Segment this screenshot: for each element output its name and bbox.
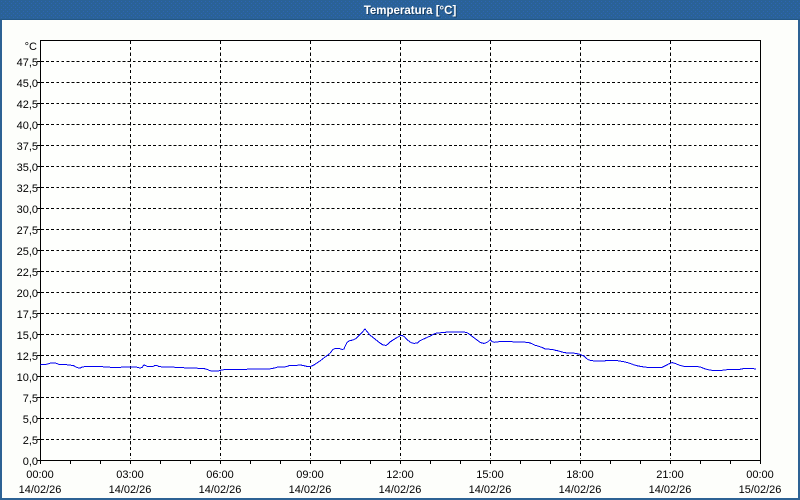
svg-text:14/02/26: 14/02/26 [649, 484, 692, 496]
svg-text:14/02/26: 14/02/26 [559, 484, 602, 496]
svg-text:42,5: 42,5 [17, 99, 38, 111]
svg-text:15:00: 15:00 [476, 469, 504, 481]
svg-text:12,5: 12,5 [17, 351, 38, 363]
svg-text:Temperatura [°C]: Temperatura [°C] [365, 6, 458, 18]
svg-text:06:00: 06:00 [206, 469, 234, 481]
svg-text:°C: °C [25, 41, 37, 53]
svg-text:03:00: 03:00 [116, 469, 144, 481]
svg-text:15,0: 15,0 [17, 330, 38, 342]
svg-text:14/02/26: 14/02/26 [109, 484, 152, 496]
svg-text:37,5: 37,5 [17, 141, 38, 153]
svg-text:15/02/26: 15/02/26 [739, 484, 782, 496]
svg-text:45,0: 45,0 [17, 78, 38, 90]
svg-text:18:00: 18:00 [566, 469, 594, 481]
svg-text:22,5: 22,5 [17, 267, 38, 279]
svg-text:00:00: 00:00 [26, 469, 54, 481]
svg-text:32,5: 32,5 [17, 183, 38, 195]
svg-text:20,0: 20,0 [17, 288, 38, 300]
svg-text:25,0: 25,0 [17, 246, 38, 258]
svg-text:47,5: 47,5 [17, 57, 38, 69]
svg-text:5,0: 5,0 [23, 414, 38, 426]
svg-text:2,5: 2,5 [23, 435, 38, 447]
svg-text:14/02/26: 14/02/26 [289, 484, 332, 496]
svg-text:17,5: 17,5 [17, 309, 38, 321]
svg-text:7,5: 7,5 [23, 393, 38, 405]
svg-text:35,0: 35,0 [17, 162, 38, 174]
svg-text:21:00: 21:00 [656, 469, 684, 481]
svg-text:14/02/26: 14/02/26 [379, 484, 422, 496]
svg-text:12:00: 12:00 [386, 469, 414, 481]
svg-text:14/02/26: 14/02/26 [199, 484, 242, 496]
svg-text:30,0: 30,0 [17, 204, 38, 216]
svg-text:00:00: 00:00 [746, 469, 774, 481]
svg-text:14/02/26: 14/02/26 [19, 484, 62, 496]
svg-text:14/02/26: 14/02/26 [469, 484, 512, 496]
svg-text:0,0: 0,0 [23, 456, 38, 468]
svg-text:09:00: 09:00 [296, 469, 324, 481]
svg-text:40,0: 40,0 [17, 120, 38, 132]
svg-text:27,5: 27,5 [17, 225, 38, 237]
svg-text:10,0: 10,0 [17, 372, 38, 384]
svg-text:Temperatura [°C]: Temperatura [°C] [364, 5, 457, 17]
